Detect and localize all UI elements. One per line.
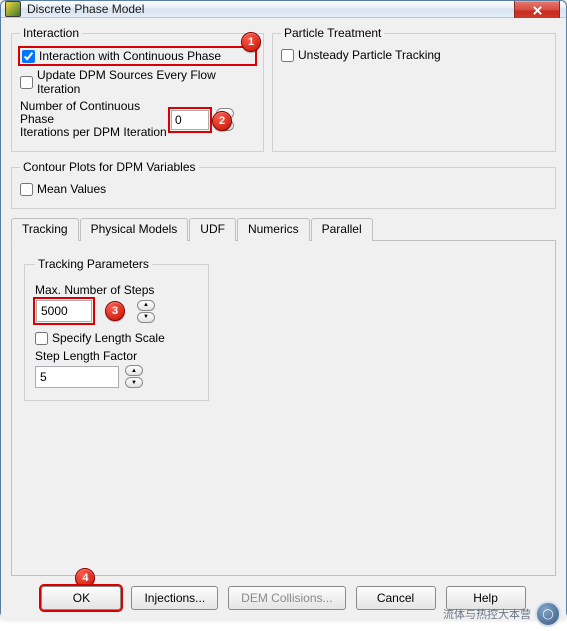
interaction-continuous-row[interactable]: Interaction with Continuous Phase (20, 48, 255, 64)
tab-numerics[interactable]: Numerics (237, 218, 310, 241)
injections-button[interactable]: Injections... (131, 586, 218, 610)
iterations-label-line2: Iterations per DPM Iteration (20, 125, 167, 139)
max-steps-down-button[interactable]: ▼ (137, 312, 155, 323)
interaction-continuous-label: Interaction with Continuous Phase (39, 49, 221, 63)
mean-values-checkbox[interactable] (20, 183, 33, 196)
specify-length-label: Specify Length Scale (52, 331, 165, 345)
tracking-parameters-group: Tracking Parameters Max. Number of Steps… (24, 257, 209, 401)
specify-length-checkbox[interactable] (35, 332, 48, 345)
badge-3: 3 (105, 301, 125, 321)
interaction-legend: Interaction (20, 26, 82, 40)
max-steps-input[interactable] (36, 300, 92, 322)
interaction-group: Interaction Interaction with Continuous … (11, 26, 264, 152)
step-factor-input[interactable] (35, 366, 119, 388)
iterations-label-line1: Number of Continuous Phase (20, 99, 140, 126)
watermark-logo-icon: ◯ (535, 601, 561, 627)
particle-treatment-legend: Particle Treatment (281, 26, 384, 40)
iterations-input[interactable] (171, 110, 209, 130)
step-factor-row: ▲ ▼ (35, 365, 198, 388)
max-steps-spinner[interactable]: ▲ ▼ (137, 300, 155, 323)
max-steps-label: Max. Number of Steps (35, 283, 198, 297)
step-factor-up-button[interactable]: ▲ (125, 365, 143, 376)
dem-collisions-button[interactable]: DEM Collisions... (228, 586, 345, 610)
unsteady-label: Unsteady Particle Tracking (298, 48, 441, 62)
watermark: 流体与热控大本营 ◯ (443, 601, 561, 627)
update-sources-label: Update DPM Sources Every Flow Iteration (37, 68, 255, 96)
close-icon (532, 5, 543, 16)
app-icon (5, 1, 21, 17)
tracking-parameters-legend: Tracking Parameters (35, 257, 152, 271)
contour-group: Contour Plots for DPM Variables Mean Val… (11, 160, 556, 209)
window-title: Discrete Phase Model (27, 2, 562, 16)
tab-physical-models[interactable]: Physical Models (80, 218, 189, 241)
step-factor-spinner[interactable]: ▲ ▼ (125, 365, 143, 388)
specify-length-row[interactable]: Specify Length Scale (35, 331, 198, 345)
badge-2: 2 (212, 111, 232, 131)
cancel-button[interactable]: Cancel (356, 586, 436, 610)
step-factor-label: Step Length Factor (35, 349, 198, 363)
tabs-container: Tracking Physical Models UDF Numerics Pa… (11, 217, 556, 576)
max-steps-row: 3 ▲ ▼ (35, 299, 198, 323)
tab-panel-tracking: Tracking Parameters Max. Number of Steps… (11, 241, 556, 576)
mean-values-label: Mean Values (37, 182, 106, 196)
step-factor-down-button[interactable]: ▼ (125, 377, 143, 388)
particle-treatment-group: Particle Treatment Unsteady Particle Tra… (272, 26, 556, 152)
contour-legend: Contour Plots for DPM Variables (20, 160, 199, 174)
client-area: Interaction Interaction with Continuous … (1, 18, 566, 620)
tab-parallel[interactable]: Parallel (311, 218, 373, 241)
iterations-row: Number of Continuous Phase Iterations pe… (20, 100, 255, 139)
max-steps-up-button[interactable]: ▲ (137, 300, 155, 311)
top-row: Interaction Interaction with Continuous … (11, 26, 556, 158)
dialog-window: Discrete Phase Model Interaction Interac… (0, 0, 567, 618)
tab-udf[interactable]: UDF (189, 218, 236, 241)
tab-strip: Tracking Physical Models UDF Numerics Pa… (11, 217, 556, 241)
mean-values-row[interactable]: Mean Values (20, 182, 547, 196)
ok-button[interactable]: OK (41, 586, 121, 610)
update-sources-checkbox[interactable] (20, 76, 33, 89)
iterations-label: Number of Continuous Phase Iterations pe… (20, 100, 170, 139)
tab-tracking[interactable]: Tracking (11, 218, 79, 241)
badge-1: 1 (241, 32, 261, 52)
watermark-text: 流体与热控大本营 (443, 606, 531, 622)
badge-4: 4 (75, 568, 95, 588)
update-sources-row[interactable]: Update DPM Sources Every Flow Iteration (20, 68, 255, 96)
interaction-continuous-checkbox[interactable] (22, 50, 35, 63)
unsteady-checkbox[interactable] (281, 49, 294, 62)
title-bar[interactable]: Discrete Phase Model (1, 1, 566, 18)
unsteady-row[interactable]: Unsteady Particle Tracking (281, 48, 547, 62)
